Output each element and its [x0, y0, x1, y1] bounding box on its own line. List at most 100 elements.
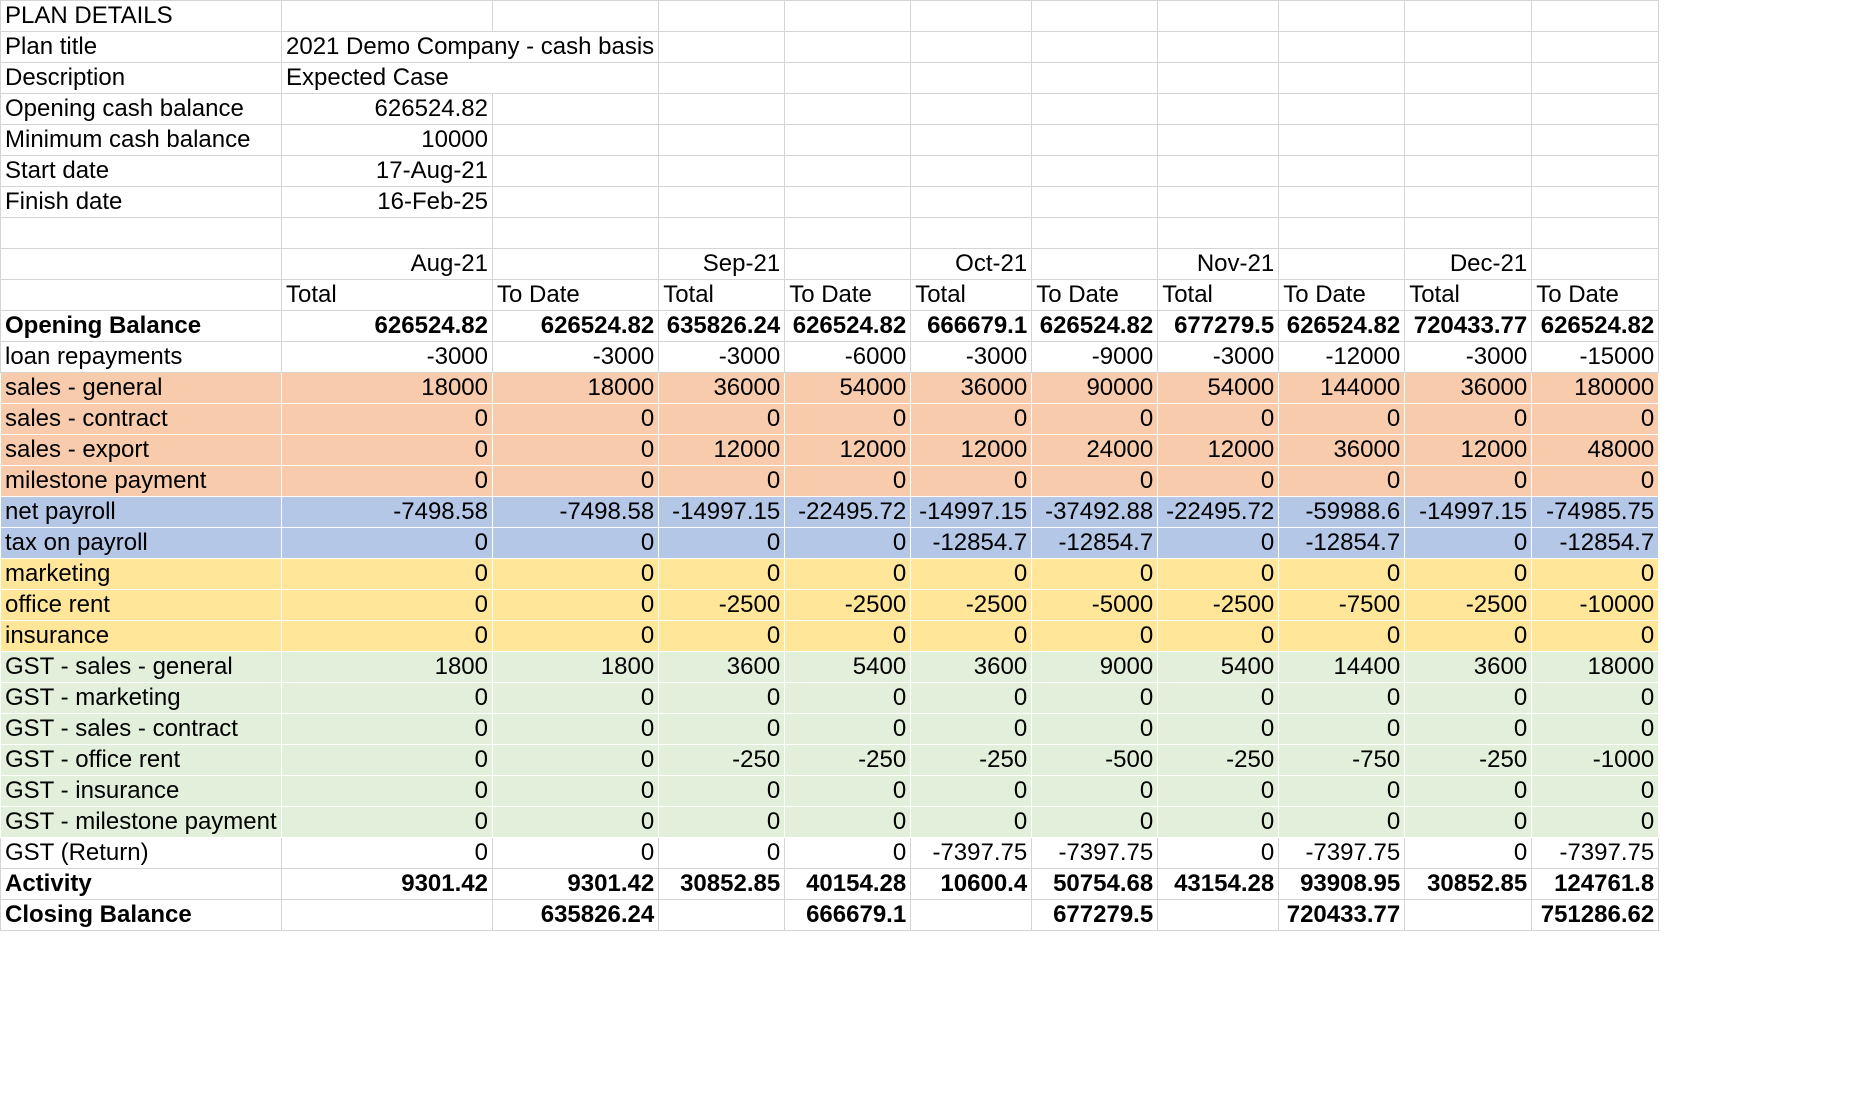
row-label[interactable]: GST (Return): [0, 837, 282, 869]
to-date-cell[interactable]: -37492.88: [1031, 496, 1158, 528]
subheader-total[interactable]: Total: [1157, 279, 1280, 311]
total-cell[interactable]: 0: [658, 837, 786, 869]
total-cell[interactable]: 635826.24: [658, 310, 786, 342]
to-date-cell[interactable]: -7500: [1278, 589, 1405, 621]
total-cell[interactable]: -3000: [910, 341, 1033, 373]
total-cell[interactable]: 10600.4: [910, 868, 1033, 900]
total-cell[interactable]: -2500: [1157, 589, 1279, 621]
plan-detail-value[interactable]: 16-Feb-25: [281, 186, 493, 218]
subheader-total[interactable]: Total: [1404, 279, 1533, 311]
to-date-cell[interactable]: 677279.5: [1031, 899, 1159, 931]
total-cell[interactable]: 0: [1404, 465, 1532, 497]
row-label[interactable]: sales - general: [0, 372, 282, 404]
plan-detail-label[interactable]: Finish date: [0, 186, 282, 218]
total-cell[interactable]: 0: [658, 806, 785, 838]
empty-cell[interactable]: [658, 31, 786, 63]
empty-cell[interactable]: [784, 186, 912, 218]
to-date-cell[interactable]: 626524.82: [1278, 310, 1406, 342]
to-date-cell[interactable]: 1800: [492, 651, 659, 683]
plan-detail-label[interactable]: Minimum cash balance: [0, 124, 282, 156]
empty-cell[interactable]: [1278, 0, 1406, 32]
empty-cell[interactable]: [784, 93, 912, 125]
to-date-cell[interactable]: 0: [1031, 465, 1158, 497]
total-cell[interactable]: 0: [281, 465, 493, 497]
total-cell[interactable]: 0: [910, 806, 1032, 838]
empty-cell[interactable]: [1531, 217, 1660, 249]
empty-cell[interactable]: [1031, 155, 1159, 187]
total-cell[interactable]: 0: [910, 713, 1032, 745]
total-cell[interactable]: -250: [910, 744, 1032, 776]
empty-cell[interactable]: [910, 0, 1033, 32]
empty-cell[interactable]: [1531, 248, 1660, 280]
row-label[interactable]: GST - milestone payment: [0, 806, 282, 838]
to-date-cell[interactable]: 54000: [784, 372, 911, 404]
total-cell[interactable]: -14997.15: [658, 496, 785, 528]
empty-cell[interactable]: [910, 62, 1033, 94]
plan-detail-label[interactable]: Start date: [0, 155, 282, 187]
empty-cell[interactable]: [1531, 62, 1660, 94]
to-date-cell[interactable]: 626524.82: [1531, 310, 1660, 342]
total-cell[interactable]: 0: [1404, 682, 1532, 714]
month-header[interactable]: Dec-21: [1404, 248, 1533, 280]
empty-cell[interactable]: [1157, 217, 1280, 249]
to-date-cell[interactable]: -6000: [784, 341, 912, 373]
row-label[interactable]: GST - office rent: [0, 744, 282, 776]
total-cell[interactable]: -3000: [1404, 341, 1533, 373]
empty-cell[interactable]: [784, 155, 912, 187]
total-cell[interactable]: 0: [658, 527, 785, 559]
total-cell[interactable]: 0: [658, 682, 785, 714]
empty-cell[interactable]: [784, 31, 912, 63]
empty-cell[interactable]: [1157, 62, 1280, 94]
empty-cell[interactable]: [910, 93, 1033, 125]
total-cell[interactable]: 0: [281, 589, 493, 621]
to-date-cell[interactable]: -12854.7: [1031, 527, 1158, 559]
to-date-cell[interactable]: 12000: [784, 434, 911, 466]
empty-cell[interactable]: [1404, 186, 1533, 218]
empty-cell[interactable]: [1278, 217, 1406, 249]
to-date-cell[interactable]: 0: [784, 403, 911, 435]
empty-cell[interactable]: [784, 217, 912, 249]
to-date-cell[interactable]: 0: [492, 744, 659, 776]
to-date-cell[interactable]: 180000: [1531, 372, 1659, 404]
to-date-cell[interactable]: 14400: [1278, 651, 1405, 683]
total-cell[interactable]: 0: [658, 775, 785, 807]
total-cell[interactable]: 0: [910, 403, 1032, 435]
total-cell[interactable]: -7498.58: [281, 496, 493, 528]
plan-detail-label[interactable]: Plan title: [0, 31, 282, 63]
total-cell[interactable]: 1800: [281, 651, 493, 683]
total-cell[interactable]: 0: [1404, 713, 1532, 745]
empty-cell[interactable]: [1157, 124, 1280, 156]
total-cell[interactable]: 0: [1404, 837, 1533, 869]
empty-cell[interactable]: [1031, 93, 1159, 125]
total-cell[interactable]: 0: [281, 527, 493, 559]
to-date-cell[interactable]: 720433.77: [1278, 899, 1406, 931]
to-date-cell[interactable]: -1000: [1531, 744, 1659, 776]
total-cell[interactable]: 0: [281, 620, 493, 652]
to-date-cell[interactable]: 0: [1278, 558, 1405, 590]
plan-details-header[interactable]: PLAN DETAILS: [0, 0, 282, 32]
total-cell[interactable]: 0: [1157, 775, 1279, 807]
empty-cell[interactable]: [491, 186, 660, 218]
row-label[interactable]: tax on payroll: [0, 527, 282, 559]
empty-cell[interactable]: [1157, 0, 1280, 32]
to-date-cell[interactable]: -750: [1278, 744, 1405, 776]
empty-cell[interactable]: [1031, 124, 1159, 156]
total-cell[interactable]: -2500: [1404, 589, 1532, 621]
empty-cell[interactable]: [1531, 186, 1660, 218]
to-date-cell[interactable]: -12854.7: [1278, 527, 1405, 559]
total-cell[interactable]: 0: [1157, 527, 1279, 559]
to-date-cell[interactable]: -2500: [784, 589, 911, 621]
empty-cell[interactable]: [1031, 62, 1159, 94]
total-cell[interactable]: 30852.85: [1404, 868, 1533, 900]
row-label[interactable]: Closing Balance: [0, 899, 282, 931]
total-cell[interactable]: -14997.15: [910, 496, 1032, 528]
empty-cell[interactable]: [281, 0, 493, 32]
empty-cell[interactable]: [658, 62, 786, 94]
row-label[interactable]: Opening Balance: [0, 310, 282, 342]
row-label[interactable]: milestone payment: [0, 465, 282, 497]
subheader-total[interactable]: Total: [658, 279, 786, 311]
to-date-cell[interactable]: 144000: [1278, 372, 1405, 404]
to-date-cell[interactable]: 0: [492, 589, 659, 621]
total-cell[interactable]: -2500: [658, 589, 785, 621]
total-cell[interactable]: -3000: [658, 341, 786, 373]
